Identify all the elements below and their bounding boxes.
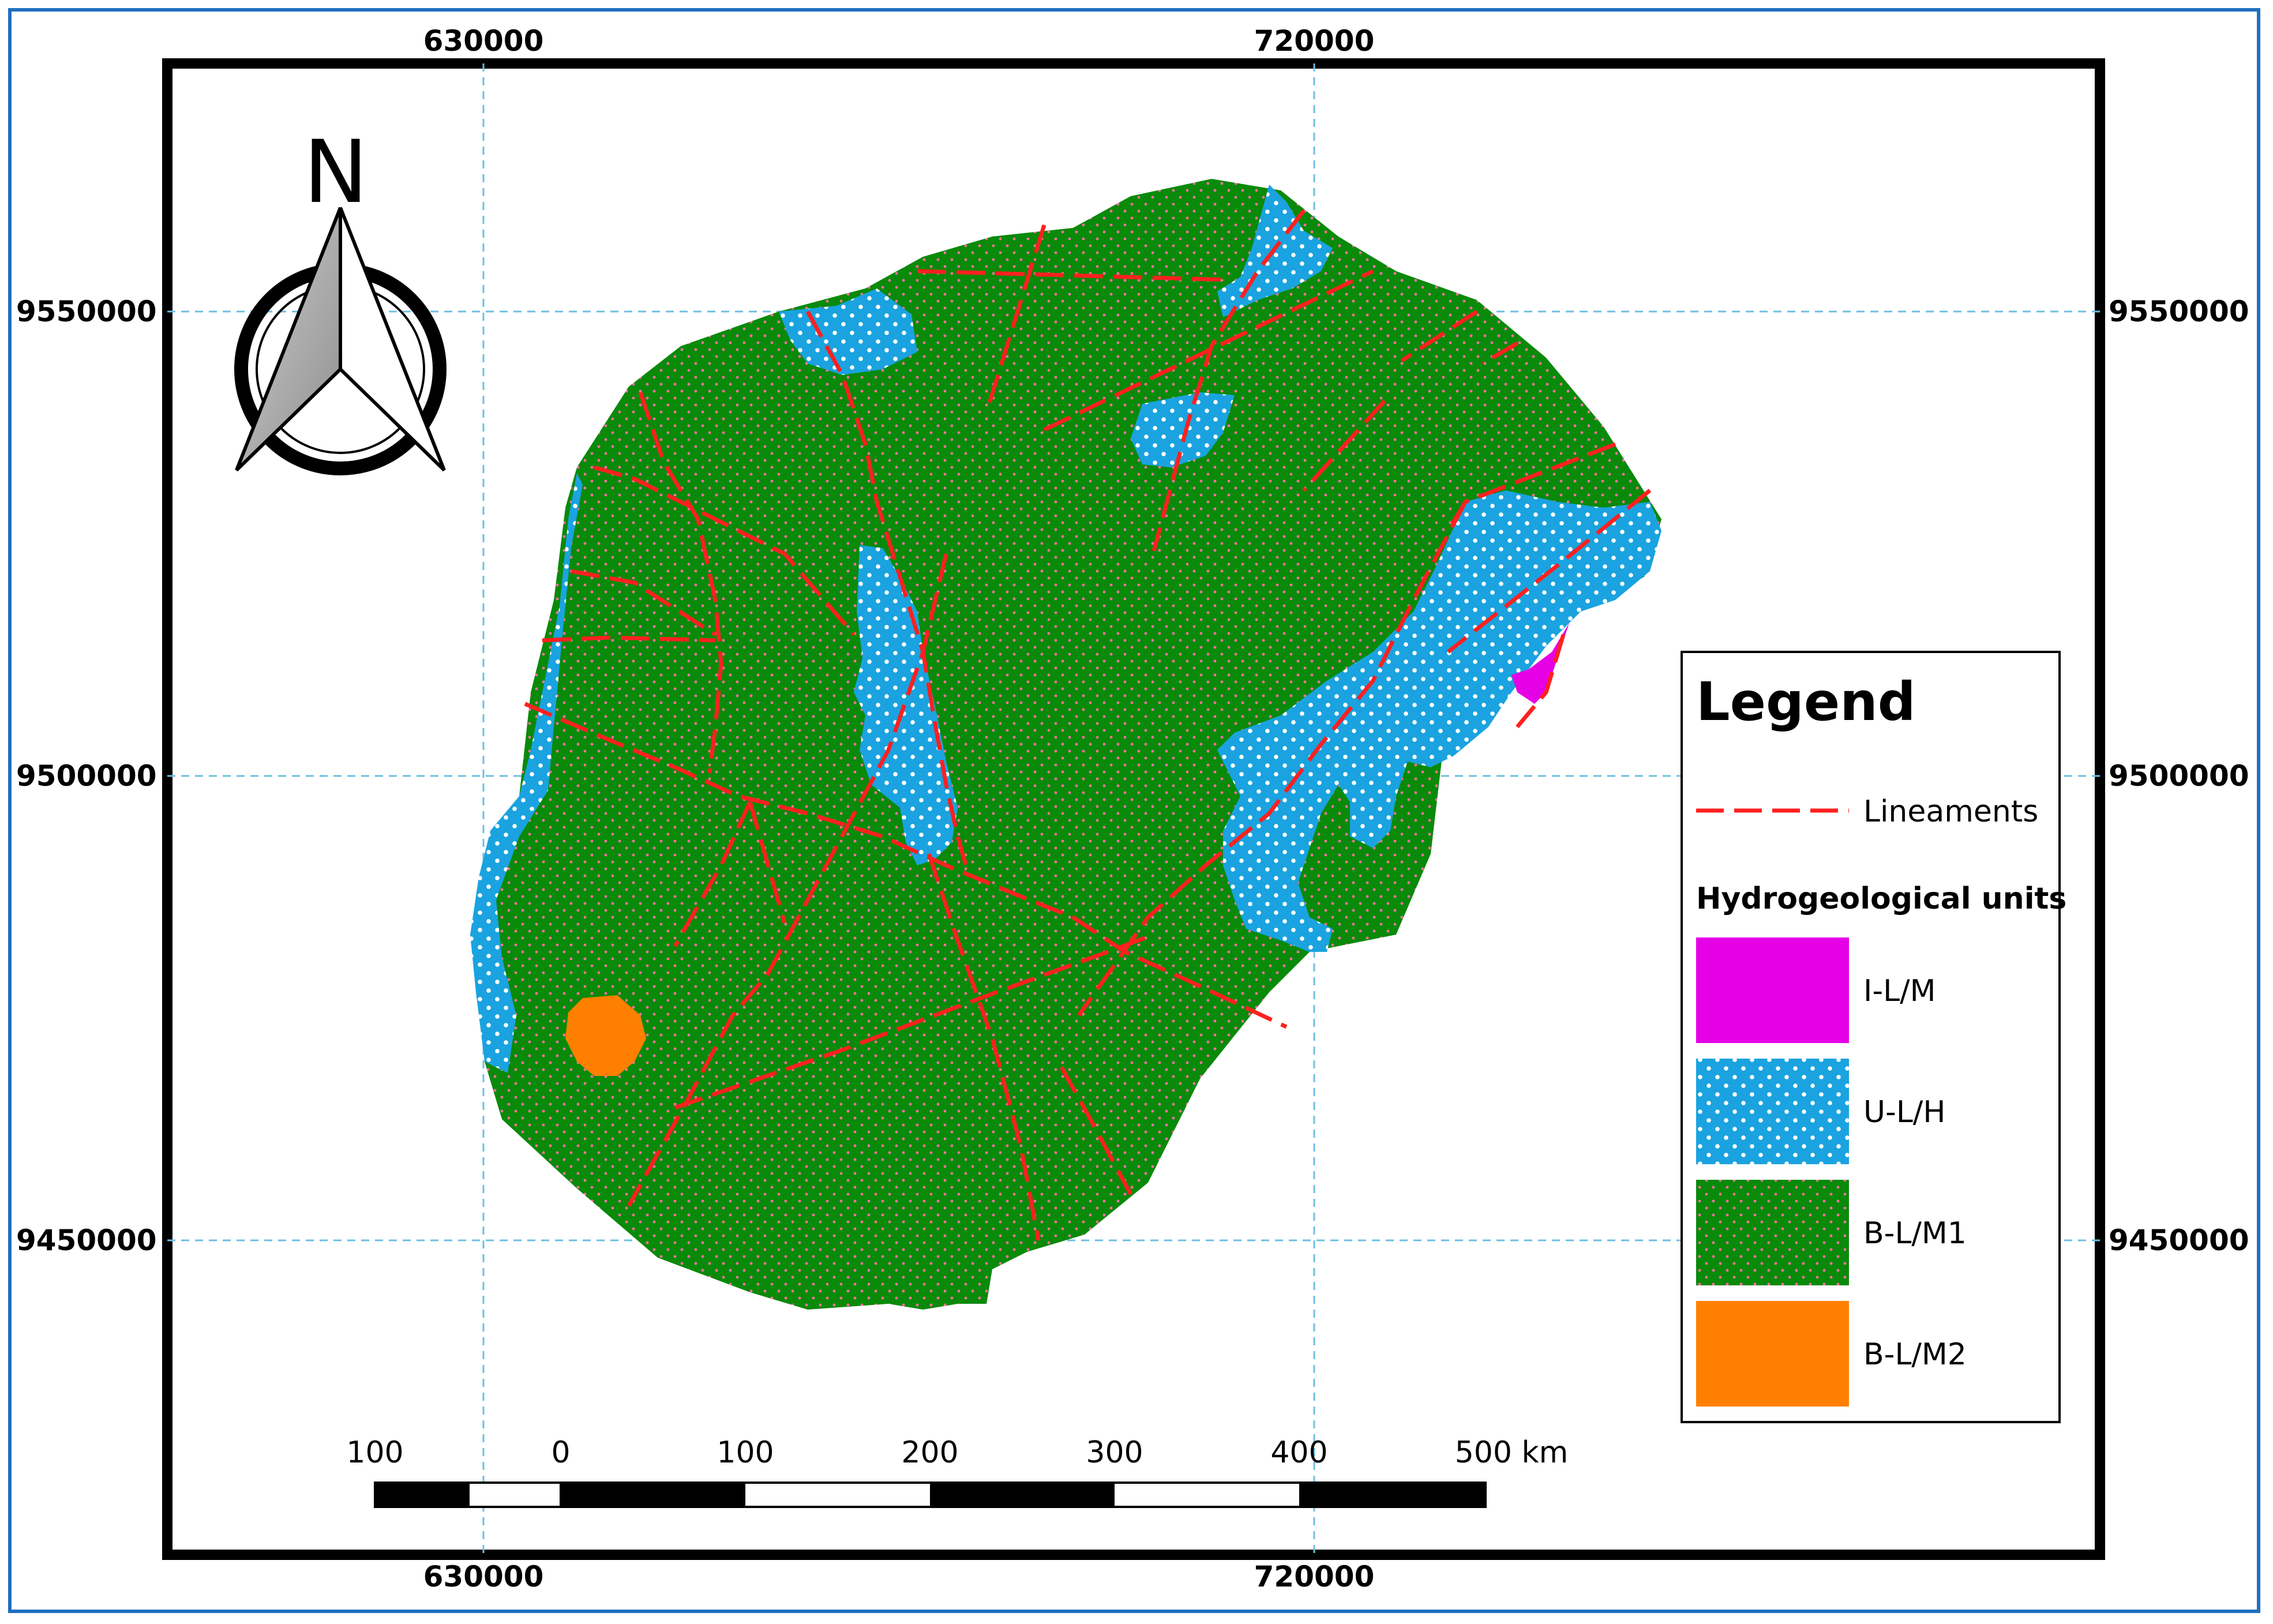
scale-label: 100 bbox=[346, 1435, 403, 1470]
legend-unit-label: B-L/M2 bbox=[1863, 1337, 1967, 1372]
coord-right-9550000: 9550000 bbox=[2109, 295, 2249, 328]
north-label: N bbox=[303, 122, 368, 223]
scale-label: 100 bbox=[717, 1435, 774, 1470]
coord-right-9500000: 9500000 bbox=[2109, 759, 2249, 793]
unit-b-l-m2-area bbox=[565, 995, 646, 1076]
scale-bar: 100 0 100 200 300 400 500 km bbox=[346, 1435, 1569, 1508]
coord-left-9550000: 9550000 bbox=[16, 295, 157, 328]
scale-label: 500 km bbox=[1455, 1435, 1569, 1470]
legend-swatch-b-l-m1 bbox=[1696, 1180, 1849, 1285]
coord-left-9450000: 9450000 bbox=[16, 1224, 157, 1257]
unit-b-l-m1-area bbox=[473, 179, 1661, 1310]
legend: Legend Lineaments Hydrogeological units … bbox=[1681, 651, 2066, 1423]
scale-label: 0 bbox=[551, 1435, 570, 1470]
legend-swatch-u-l-h bbox=[1696, 1059, 1849, 1164]
coord-right-9450000: 9450000 bbox=[2109, 1224, 2249, 1257]
scale-label: 300 bbox=[1086, 1435, 1143, 1470]
unit-i-l-m-area bbox=[1511, 623, 1569, 704]
legend-title: Legend bbox=[1696, 671, 1916, 733]
coord-top-630000: 630000 bbox=[423, 24, 544, 58]
legend-unit-label: U-L/H bbox=[1863, 1095, 1945, 1130]
north-arrow: N bbox=[234, 122, 447, 475]
lineaments bbox=[524, 209, 1652, 1241]
legend-swatch-i-l-m bbox=[1696, 937, 1849, 1043]
legend-unit-label: I-L/M bbox=[1863, 974, 1936, 1008]
coord-left-9500000: 9500000 bbox=[16, 759, 157, 793]
coord-bottom-720000: 720000 bbox=[1254, 1560, 1375, 1593]
legend-lineaments-label: Lineaments bbox=[1863, 794, 2038, 829]
coord-top-720000: 720000 bbox=[1254, 24, 1375, 58]
scale-label: 400 bbox=[1270, 1435, 1327, 1470]
legend-unit-label: B-L/M1 bbox=[1863, 1216, 1967, 1251]
coord-bottom-630000: 630000 bbox=[423, 1560, 544, 1593]
scale-label: 200 bbox=[901, 1435, 958, 1470]
legend-units-heading: Hydrogeological units bbox=[1696, 882, 2066, 916]
legend-swatch-b-l-m2 bbox=[1696, 1301, 1849, 1407]
outer-frame bbox=[8, 8, 2260, 1613]
